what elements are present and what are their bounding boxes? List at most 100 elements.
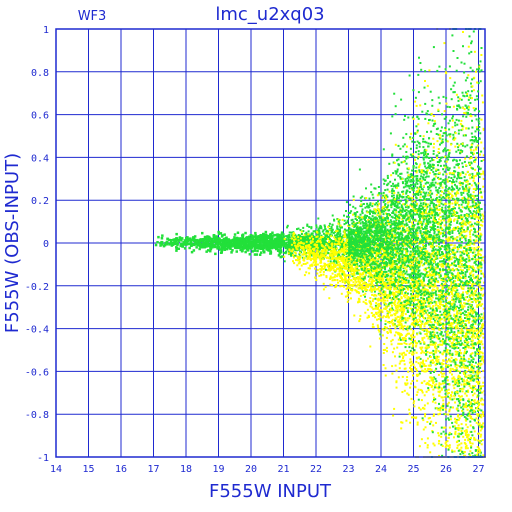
data-point — [285, 246, 288, 249]
data-point — [374, 221, 377, 224]
data-point — [442, 408, 444, 411]
data-point — [434, 228, 437, 231]
data-point — [418, 215, 421, 218]
data-point — [468, 384, 471, 387]
data-point — [175, 232, 178, 236]
data-point — [389, 267, 392, 270]
data-point — [470, 40, 473, 43]
data-point — [210, 239, 214, 242]
data-point — [418, 282, 421, 285]
data-point — [273, 241, 276, 244]
data-point — [402, 136, 405, 139]
data-point — [473, 418, 476, 421]
data-point — [373, 219, 376, 222]
data-point — [394, 265, 397, 268]
data-point — [448, 266, 451, 268]
data-point — [471, 126, 474, 129]
data-point — [356, 211, 359, 213]
data-point — [394, 105, 397, 108]
data-point — [340, 268, 342, 271]
data-point — [456, 142, 459, 145]
data-point — [248, 247, 251, 250]
data-point — [459, 106, 462, 109]
data-point — [263, 251, 266, 254]
data-point — [226, 245, 230, 248]
data-point — [425, 258, 427, 261]
data-point — [414, 278, 417, 281]
data-point — [428, 240, 431, 243]
data-point — [480, 208, 483, 210]
data-point — [186, 238, 189, 241]
data-point — [365, 216, 368, 219]
data-point — [400, 204, 403, 207]
data-point — [468, 400, 471, 403]
data-point — [392, 172, 395, 175]
data-point — [335, 247, 338, 250]
data-point — [423, 308, 426, 311]
data-point — [471, 242, 474, 245]
data-point — [477, 211, 480, 213]
data-point — [278, 245, 281, 248]
data-point — [409, 153, 412, 156]
data-point — [394, 276, 397, 279]
data-point — [302, 226, 305, 229]
data-point — [451, 337, 454, 340]
data-point — [394, 113, 397, 116]
data-point — [460, 254, 463, 257]
data-point — [334, 246, 337, 249]
data-point — [448, 106, 451, 109]
data-point — [341, 253, 344, 256]
data-point — [310, 227, 313, 230]
data-point — [210, 237, 214, 241]
data-point — [463, 176, 466, 179]
data-point — [410, 258, 413, 261]
data-point — [316, 242, 319, 245]
data-point — [443, 268, 446, 271]
data-point — [442, 196, 445, 198]
data-point — [371, 210, 373, 213]
data-point — [373, 187, 376, 190]
data-point — [386, 188, 389, 191]
data-point — [300, 233, 303, 235]
data-point — [437, 173, 440, 175]
data-point — [384, 202, 387, 205]
data-point — [445, 226, 448, 229]
data-point — [208, 238, 211, 241]
data-point — [431, 104, 434, 107]
data-point — [386, 177, 389, 179]
data-point — [411, 247, 414, 250]
data-point — [319, 237, 322, 240]
data-point — [253, 242, 256, 246]
data-point — [466, 205, 469, 208]
data-point — [472, 177, 475, 180]
data-point — [248, 237, 251, 240]
data-point — [472, 361, 474, 363]
data-point — [441, 327, 443, 330]
data-point — [479, 355, 482, 358]
data-point — [241, 245, 244, 248]
data-point — [478, 343, 481, 346]
data-point — [394, 268, 397, 270]
data-point — [404, 182, 407, 185]
data-point — [448, 151, 451, 154]
data-point — [477, 439, 480, 442]
data-point — [370, 268, 373, 271]
data-point — [409, 136, 412, 139]
data-point — [328, 243, 331, 246]
data-point — [392, 194, 395, 197]
data-point — [280, 255, 284, 258]
data-point — [176, 243, 179, 247]
data-point — [480, 160, 483, 162]
data-point — [433, 246, 436, 248]
data-point — [429, 245, 432, 248]
data-point — [229, 241, 232, 244]
data-point — [477, 129, 480, 132]
data-point — [445, 139, 448, 142]
data-point — [223, 243, 226, 246]
data-point — [460, 61, 463, 64]
data-point — [384, 189, 387, 192]
data-point — [361, 208, 364, 211]
data-point — [475, 138, 477, 141]
data-point — [444, 330, 447, 333]
data-point — [308, 239, 311, 242]
